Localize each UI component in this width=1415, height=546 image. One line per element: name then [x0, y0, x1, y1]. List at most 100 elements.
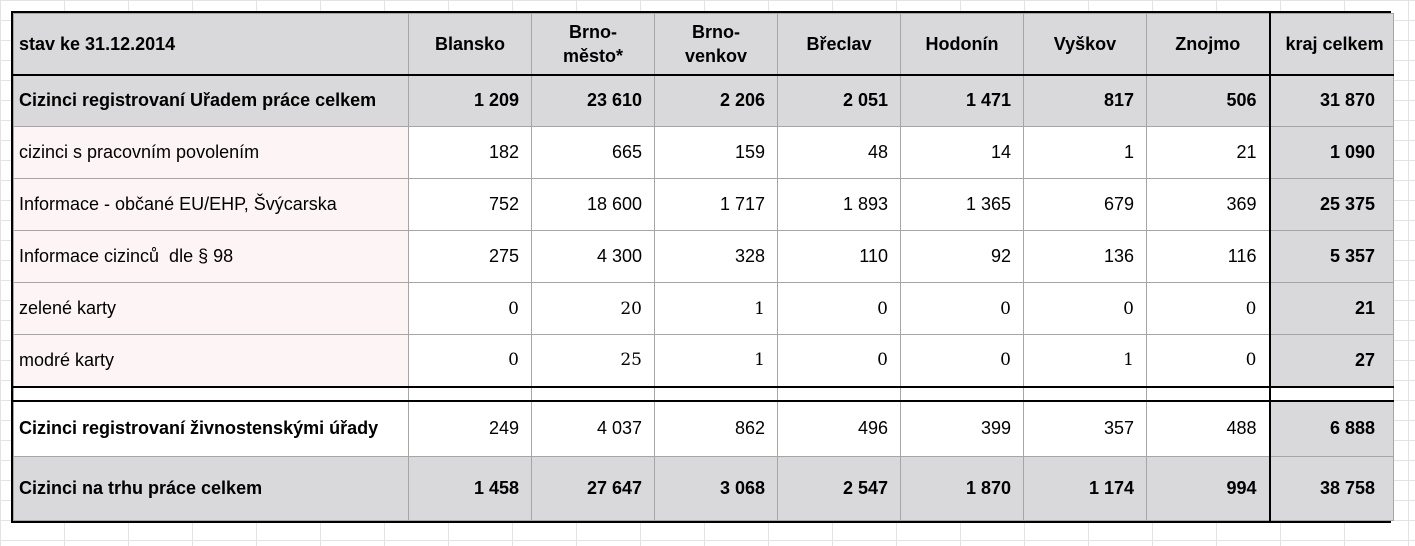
cell-value: 1 717	[654, 178, 778, 231]
cell-total: 6 888	[1268, 400, 1394, 457]
spacer-cell	[13, 385, 409, 402]
spacer-cell	[1146, 385, 1270, 402]
cell-value: 20	[531, 282, 655, 335]
cell-value: 18 600	[531, 178, 655, 231]
spacer-cell	[531, 385, 655, 402]
cell-value: 679	[1023, 178, 1147, 231]
row-label: Cizinci registrovaní Uřadem práce celkem	[13, 74, 409, 127]
cell-value: 159	[654, 126, 778, 179]
cell-value: 1 365	[900, 178, 1024, 231]
cell-total: 27	[1268, 334, 1394, 387]
cell-value: 4 037	[531, 400, 655, 457]
spacer-cell	[900, 385, 1024, 402]
cell-value: 369	[1146, 178, 1270, 231]
spacer-cell	[1268, 385, 1394, 402]
cell-value: 862	[654, 400, 778, 457]
cell-value: 496	[777, 400, 901, 457]
cell-value: 21	[1146, 126, 1270, 179]
cell-value: 110	[777, 230, 901, 283]
header-znojmo: Znojmo	[1146, 13, 1270, 76]
header-kraj-celkem: kraj celkem	[1268, 13, 1394, 76]
cell-value: 994	[1146, 456, 1270, 521]
row-label: Informace cizinců dle § 98	[13, 230, 409, 283]
cell-value: 1	[654, 334, 778, 387]
cell-value: 0	[777, 334, 901, 387]
cell-value: 48	[777, 126, 901, 179]
header-brno-venkov: Brno-venkov	[654, 13, 778, 76]
cell-value: 249	[408, 400, 532, 457]
cell-value: 23 610	[531, 74, 655, 127]
cell-value: 182	[408, 126, 532, 179]
row-label: modré karty	[13, 334, 409, 387]
spacer-row	[13, 385, 1394, 402]
cell-value: 0	[777, 282, 901, 335]
cell-value: 0	[900, 334, 1024, 387]
row-label: Cizinci registrovaní živnostenskými úřad…	[13, 400, 409, 457]
cell-total: 31 870	[1268, 74, 1394, 127]
row-label: Informace - občané EU/EHP, Švýcarska	[13, 178, 409, 231]
spacer-cell	[408, 385, 532, 402]
cell-total: 21	[1268, 282, 1394, 335]
cell-value: 1 870	[900, 456, 1024, 521]
cell-value: 2 051	[777, 74, 901, 127]
cell-value: 506	[1146, 74, 1270, 127]
header-row: stav ke 31.12.2014 Blansko Brno-město* B…	[13, 13, 1394, 76]
table-row: cizinci s pracovním povolením 182 665 15…	[13, 126, 1394, 179]
cell-total: 5 357	[1268, 230, 1394, 283]
cell-value: 0	[1146, 334, 1270, 387]
cell-value: 116	[1146, 230, 1270, 283]
table-row: Cizinci registrovaní Uřadem práce celkem…	[13, 74, 1394, 127]
cell-value: 275	[408, 230, 532, 283]
row-label: zelené karty	[13, 282, 409, 335]
table-row: zelené karty 0 20 1 0 0 0 0 21	[13, 282, 1394, 335]
cell-value: 4 300	[531, 230, 655, 283]
data-table-frame: stav ke 31.12.2014 Blansko Brno-město* B…	[11, 11, 1394, 523]
table-row: Informace cizinců dle § 98 275 4 300 328…	[13, 230, 1394, 283]
cell-value: 1	[1023, 126, 1147, 179]
row-label: Cizinci na trhu práce celkem	[13, 456, 409, 521]
header-breclav: Břeclav	[777, 13, 901, 76]
table-row: Cizinci na trhu práce celkem 1 458 27 64…	[13, 456, 1394, 521]
header-blansko: Blansko	[408, 13, 532, 76]
cell-value: 488	[1146, 400, 1270, 457]
header-vyskov: Vyškov	[1023, 13, 1147, 76]
cell-value: 2 547	[777, 456, 901, 521]
cell-value: 1 174	[1023, 456, 1147, 521]
cell-value: 3 068	[654, 456, 778, 521]
cell-value: 0	[408, 334, 532, 387]
cell-value: 0	[1146, 282, 1270, 335]
spacer-cell	[654, 385, 778, 402]
spacer-cell	[777, 385, 901, 402]
header-brno-mesto: Brno-město*	[531, 13, 655, 76]
header-date-label: stav ke 31.12.2014	[13, 13, 409, 76]
table-row: modré karty 0 25 1 0 0 1 0 27	[13, 334, 1394, 387]
cell-value: 1	[654, 282, 778, 335]
cell-value: 0	[1023, 282, 1147, 335]
table-row: Cizinci registrovaní živnostenskými úřad…	[13, 400, 1394, 457]
cell-value: 92	[900, 230, 1024, 283]
cell-value: 27 647	[531, 456, 655, 521]
cell-value: 399	[900, 400, 1024, 457]
foreigners-table: stav ke 31.12.2014 Blansko Brno-město* B…	[13, 13, 1394, 521]
row-label: cizinci s pracovním povolením	[13, 126, 409, 179]
cell-value: 14	[900, 126, 1024, 179]
cell-value: 1 471	[900, 74, 1024, 127]
cell-total: 38 758	[1268, 456, 1394, 521]
cell-value: 1	[1023, 334, 1147, 387]
table-row: Informace - občané EU/EHP, Švýcarska 752…	[13, 178, 1394, 231]
cell-value: 328	[654, 230, 778, 283]
cell-value: 0	[900, 282, 1024, 335]
cell-value: 0	[408, 282, 532, 335]
cell-total: 1 090	[1268, 126, 1394, 179]
cell-value: 2 206	[654, 74, 778, 127]
cell-value: 1 458	[408, 456, 532, 521]
cell-value: 1 893	[777, 178, 901, 231]
cell-value: 1 209	[408, 74, 532, 127]
cell-value: 817	[1023, 74, 1147, 127]
cell-value: 665	[531, 126, 655, 179]
spacer-cell	[1023, 385, 1147, 402]
cell-value: 752	[408, 178, 532, 231]
cell-total: 25 375	[1268, 178, 1394, 231]
cell-value: 136	[1023, 230, 1147, 283]
cell-value: 25	[531, 334, 655, 387]
